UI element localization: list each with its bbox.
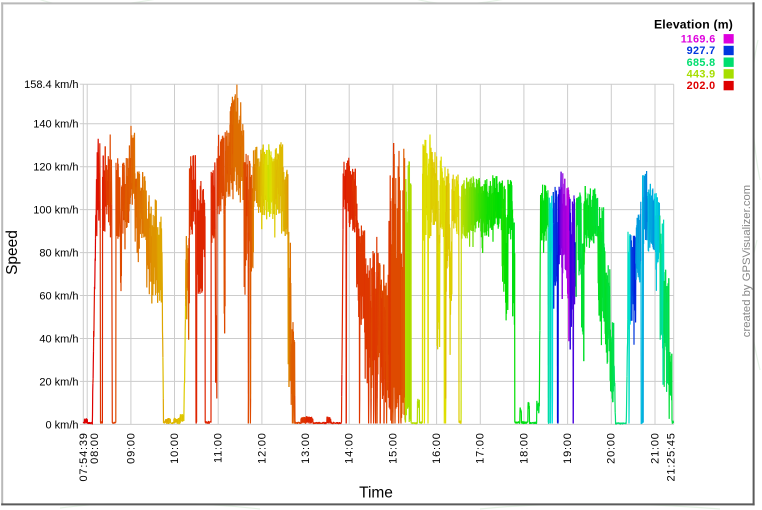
svg-text:Time: Time [359,485,393,502]
svg-text:14:00: 14:00 [344,432,356,464]
svg-text:15:00: 15:00 [387,432,399,464]
svg-text:927.7: 927.7 [687,45,716,57]
svg-text:100 km/h: 100 km/h [33,205,78,217]
svg-text:443.9: 443.9 [687,69,716,81]
svg-text:80 km/h: 80 km/h [39,248,78,260]
svg-text:21:00: 21:00 [649,432,661,464]
svg-text:202.0: 202.0 [687,80,716,92]
svg-text:1169.6: 1169.6 [681,33,716,45]
svg-text:08:00: 08:00 [89,432,101,464]
svg-text:18:00: 18:00 [518,432,530,464]
svg-text:09:00: 09:00 [125,432,137,464]
svg-text:40 km/h: 40 km/h [39,333,78,345]
svg-text:Elevation (m): Elevation (m) [654,17,733,31]
svg-text:0 km/h: 0 km/h [45,419,78,431]
svg-text:685.8: 685.8 [687,57,716,69]
svg-text:140 km/h: 140 km/h [33,119,78,131]
svg-text:20 km/h: 20 km/h [39,376,78,388]
svg-text:13:00: 13:00 [300,432,312,464]
svg-text:07:54:39: 07:54:39 [78,432,90,481]
svg-text:11:00: 11:00 [213,432,225,463]
svg-text:16:00: 16:00 [431,432,443,464]
svg-text:60 km/h: 60 km/h [39,290,78,302]
svg-text:10:00: 10:00 [169,432,181,464]
svg-text:17:00: 17:00 [475,432,487,464]
svg-text:120 km/h: 120 km/h [33,162,78,174]
svg-text:21:25:45: 21:25:45 [666,432,678,481]
svg-text:158.4 km/h: 158.4 km/h [24,79,78,91]
svg-text:12:00: 12:00 [256,432,268,464]
svg-text:20:00: 20:00 [606,432,618,464]
svg-text:created by GPSVisualizer.com: created by GPSVisualizer.com [741,185,753,337]
svg-text:19:00: 19:00 [562,432,574,464]
svg-text:Speed: Speed [4,230,21,275]
